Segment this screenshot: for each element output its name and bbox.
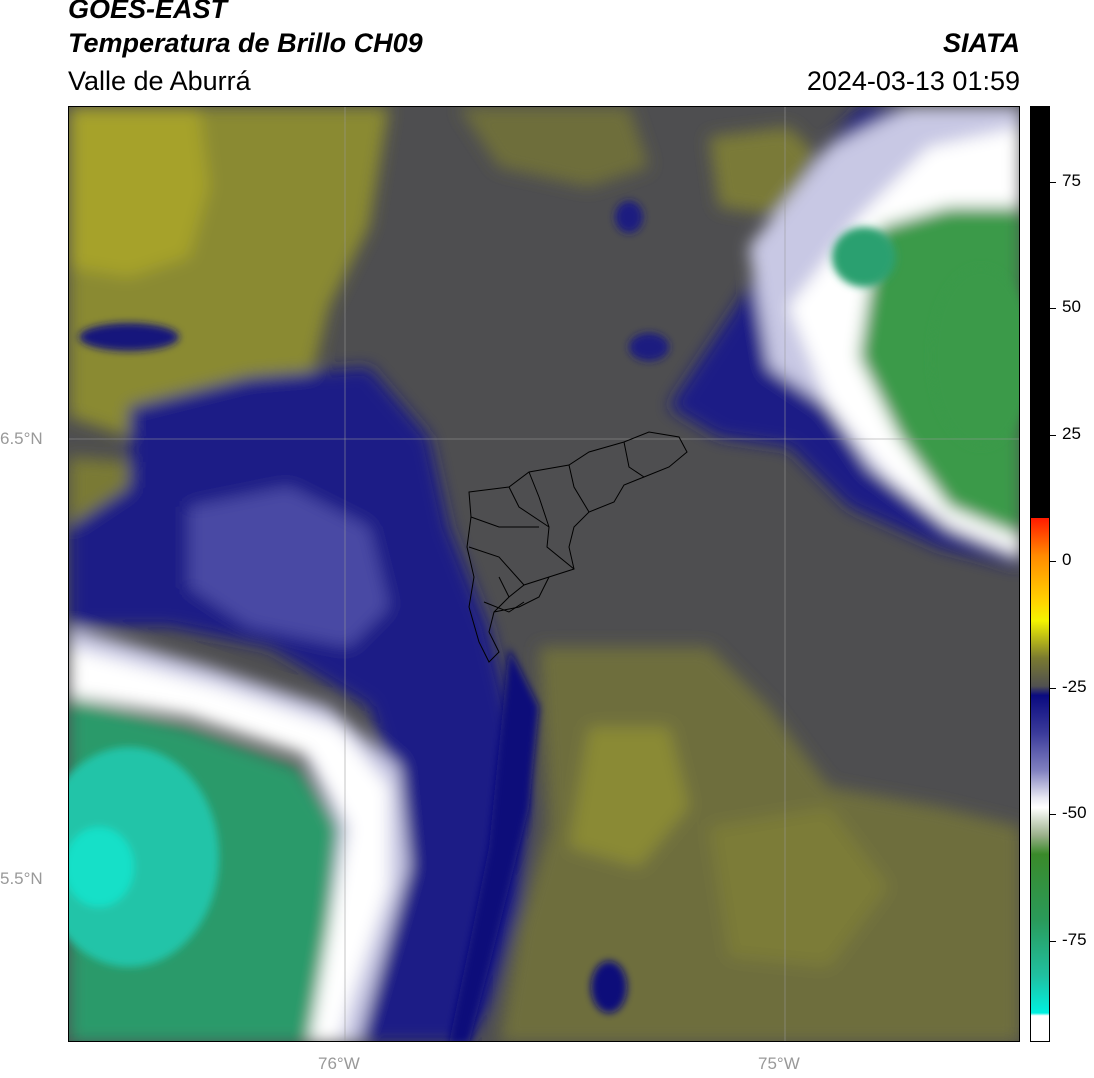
brightness-temperature-map (68, 106, 1020, 1042)
colorbar-tick-mark (1050, 561, 1056, 563)
product-title: Temperatura de Brillo CH09 (68, 28, 423, 58)
colorbar-tick-label: 75 (1062, 170, 1081, 190)
colorbar-tick-label: 50 (1062, 297, 1081, 317)
colorbar-tick-mark (1050, 308, 1056, 310)
colorbar-tick-label: -50 (1062, 803, 1087, 823)
colorbar-tick-label: 25 (1062, 423, 1081, 443)
valle-de-aburra-boundaries (466, 431, 688, 663)
colorbar-tick-label: -25 (1062, 676, 1087, 696)
lat-tick-label-2: 5.5°N (0, 869, 43, 888)
colorbar-tick-mark (1050, 687, 1056, 689)
colorbar-tick-label: 0 (1062, 550, 1072, 570)
organization-label: SIATA (943, 28, 1020, 58)
colorbar-tick-mark (1050, 181, 1056, 183)
colorbar (1030, 106, 1050, 1042)
lat-tick-label-1: 6.5°N (0, 429, 43, 448)
colorbar-tick-label: -75 (1062, 929, 1087, 949)
colorbar-tick-mark (1050, 814, 1056, 816)
colorbar-tick-mark (1050, 434, 1056, 436)
lon-tick-label-1: 76°W (318, 1054, 360, 1073)
lon-tick-label-2: 75°W (758, 1054, 800, 1073)
satellite-title: GOES-EAST (68, 0, 228, 24)
colorbar-tick-mark (1050, 940, 1056, 942)
region-label: Valle de Aburrá (68, 66, 251, 96)
cold-band-west (69, 367, 529, 1041)
datetime-label: 2024-03-13 01:59 (806, 66, 1020, 96)
warm-region-north (459, 107, 649, 187)
